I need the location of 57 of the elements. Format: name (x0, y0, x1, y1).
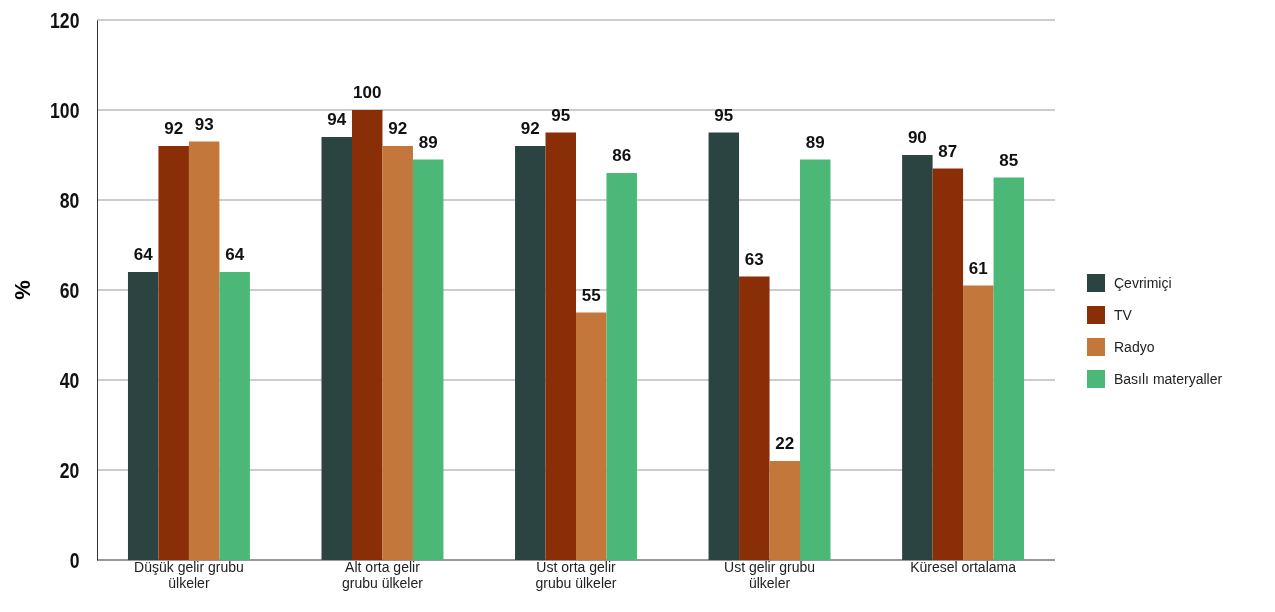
data-label: 64 (225, 245, 245, 264)
data-label: 87 (938, 141, 958, 161)
data-label: 64 (133, 245, 154, 264)
bar (739, 276, 770, 560)
data-label: 92 (388, 119, 408, 138)
bar (321, 137, 352, 560)
data-label: 95 (714, 105, 734, 125)
bar (606, 173, 637, 560)
y-tick-label: 60 (59, 277, 80, 302)
y-tick-label: 20 (59, 457, 80, 482)
y-tick-label: 100 (50, 97, 80, 122)
bar (576, 312, 607, 560)
bar (127, 272, 159, 560)
legend-label: Basılı materyaller (1114, 371, 1223, 387)
x-tick-label: Düşük gelir grubu ülkeler (134, 559, 244, 592)
bar (515, 146, 546, 560)
bar (219, 272, 250, 560)
data-label: 89 (805, 132, 825, 152)
x-tick-label: Alt orta gelir grubu ülkeler (342, 559, 424, 592)
data-label: 61 (968, 258, 988, 278)
bar (188, 141, 220, 560)
legend-label: Radyo (1114, 339, 1155, 355)
bar (382, 146, 413, 560)
bar (412, 159, 444, 560)
bar (993, 177, 1025, 560)
data-label: 93 (194, 114, 214, 134)
bar (545, 132, 576, 560)
data-label: 92 (164, 119, 184, 138)
y-tick-label: 120 (50, 7, 80, 32)
data-label: 22 (775, 434, 795, 453)
y-tick-label: 0 (69, 547, 80, 572)
y-tick-label: 80 (59, 187, 80, 212)
bar (932, 168, 964, 560)
x-tick-label: Üst orta gelir grubu ülkeler (535, 558, 617, 592)
data-label: 100 (353, 83, 382, 102)
data-label: 90 (907, 128, 927, 147)
x-tick-label: Üst gelir grubu ülkeler (724, 558, 816, 592)
y-axis-title: % (10, 280, 35, 300)
bar (158, 146, 189, 560)
bar (708, 132, 740, 560)
data-label: 92 (520, 119, 540, 138)
data-label: 89 (418, 132, 438, 152)
data-label: 86 (612, 146, 632, 165)
legend-label: TV (1114, 307, 1133, 323)
data-label: 85 (999, 150, 1019, 170)
bar (963, 285, 994, 560)
y-tick-label: 40 (59, 367, 80, 392)
data-label: 63 (744, 249, 764, 269)
data-label: 94 (327, 110, 347, 129)
data-label: 55 (581, 285, 601, 305)
bar (769, 461, 801, 560)
bar (902, 155, 933, 560)
legend-label: Çevrimiçi (1114, 275, 1172, 291)
x-tick-label: Küresel ortalama (910, 559, 1017, 575)
data-label: 95 (551, 105, 571, 125)
bar (800, 159, 831, 560)
bar (351, 110, 383, 560)
